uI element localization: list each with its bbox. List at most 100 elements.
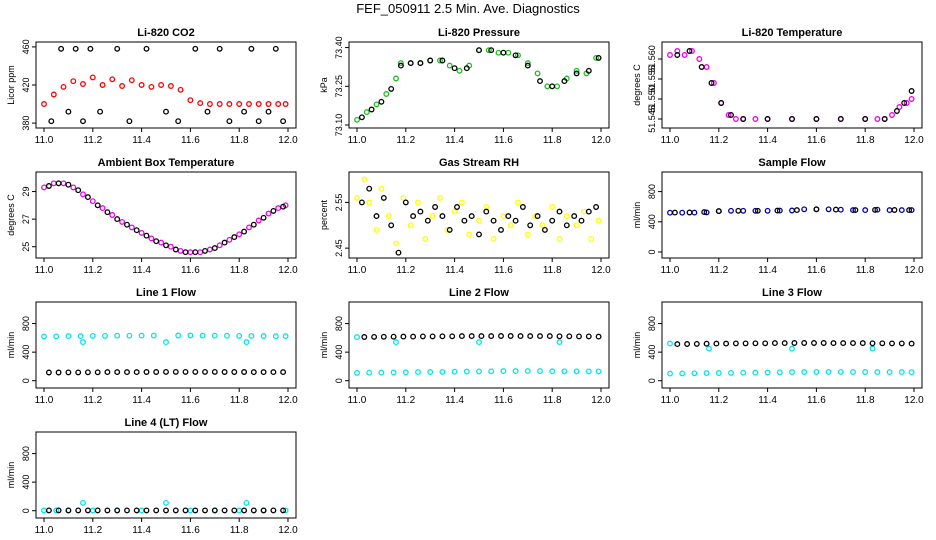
gas-stream-rh-point xyxy=(527,222,534,229)
line-4-lt-flow-x-tick-label: 11.4 xyxy=(132,525,151,536)
ambient-box-temperature-point xyxy=(236,231,243,238)
line-2-flow-point xyxy=(549,368,556,375)
gas-stream-rh-point xyxy=(354,194,360,201)
line-2-flow-point xyxy=(402,369,409,376)
line-3-flow-point xyxy=(869,340,876,347)
sample-flow-point xyxy=(906,207,913,214)
line-3-flow-point xyxy=(889,340,895,347)
li-820-temperature-point xyxy=(725,112,732,118)
line-3-flow-point xyxy=(740,369,747,376)
line-1-flow-x-tick-label: 11.8 xyxy=(230,395,249,406)
ambient-box-temperature-point xyxy=(158,239,165,246)
line-4-lt-flow-point xyxy=(280,507,287,514)
line-3-flow-point xyxy=(830,340,837,347)
line-1-flow-point xyxy=(182,368,189,375)
li-820-temperature-point xyxy=(708,80,715,86)
line-1-flow-point xyxy=(270,369,277,376)
line-4-lt-flow-point xyxy=(241,507,248,514)
gas-stream-rh-point xyxy=(429,213,436,220)
ambient-box-temperature-point xyxy=(99,205,106,212)
li-820-pressure-point xyxy=(544,83,551,90)
line-4-lt-flow-point xyxy=(45,507,52,514)
line-2-flow-y-tick-label: 400 xyxy=(334,345,344,360)
gas-stream-rh-point xyxy=(373,226,380,233)
li-820-co2-point xyxy=(192,45,199,52)
line-1-flow-point xyxy=(80,339,86,346)
line-4-lt-flow-point xyxy=(41,507,47,514)
li-820-pressure-point xyxy=(595,54,602,61)
sample-flow-point xyxy=(813,206,820,213)
gas-stream-rh-point xyxy=(402,199,409,206)
line-1-flow-point xyxy=(163,368,169,375)
li-820-co2-y-tick-label: 380 xyxy=(21,116,31,131)
line-4-lt-flow-point xyxy=(89,507,96,514)
li-820-temperature-point xyxy=(732,116,739,122)
li-820-pressure-point xyxy=(383,91,390,97)
line-2-flow-title: Line 2 Flow xyxy=(449,287,509,299)
line-3-flow-point xyxy=(752,340,759,347)
li-820-temperature-point xyxy=(813,116,820,122)
gas-stream-rh-point xyxy=(439,213,446,220)
li-820-temperature-x-tick-label: 12.0 xyxy=(904,135,924,146)
line-2-flow-point xyxy=(400,333,407,340)
li-820-co2-y-tick-label: 420 xyxy=(21,77,31,92)
gas-stream-rh-point xyxy=(593,204,600,210)
ambient-box-temperature-point xyxy=(280,203,287,210)
line-4-lt-flow-point xyxy=(192,507,199,514)
gas-stream-rh-title: Gas Stream RH xyxy=(439,157,519,169)
li-820-co2-panel: Li-820 CO2 11.0 11.2 11.4 11.6 11.8 12.0 380 420… xyxy=(6,27,298,146)
li-820-pressure-frame xyxy=(348,41,610,129)
line-2-flow-point xyxy=(429,333,436,340)
li-820-co2-point xyxy=(248,45,255,52)
gas-stream-rh-point xyxy=(563,213,570,220)
gas-stream-rh-point xyxy=(549,204,556,210)
line-4-lt-flow-point xyxy=(221,507,228,514)
li-820-pressure-point xyxy=(368,106,375,113)
gas-stream-rh-x-tick-label: 11.0 xyxy=(348,265,367,276)
sample-flow-point xyxy=(703,209,710,216)
line-1-flow-point xyxy=(138,332,145,339)
line-3-flow-point xyxy=(837,368,844,375)
sample-flow-point xyxy=(874,206,881,213)
gas-stream-rh-x-tick-label: 11.2 xyxy=(396,265,415,276)
line-4-lt-flow-y-tick-label: 800 xyxy=(21,446,31,461)
line-4-lt-flow-point xyxy=(211,507,218,514)
line-2-flow-point xyxy=(585,368,592,375)
li-820-pressure-point xyxy=(439,57,446,64)
gas-stream-rh-point xyxy=(373,213,380,220)
line-2-flow-point xyxy=(371,333,378,340)
line-2-flow-point xyxy=(458,333,465,340)
line-3-flow-point xyxy=(908,369,915,376)
li-820-pressure-point xyxy=(593,54,600,61)
line-4-lt-flow-x-tick-label: 11.6 xyxy=(181,525,200,536)
ambient-box-temperature-point xyxy=(124,221,130,228)
gas-stream-rh-point xyxy=(361,176,368,183)
sample-flow-y-label: ml/min xyxy=(632,202,642,229)
li-820-co2-point xyxy=(148,83,155,90)
li-820-co2-point xyxy=(265,101,272,107)
li-820-temperature-y-tick-label: 51.555 xyxy=(647,65,657,93)
line-2-flow-frame xyxy=(348,301,610,389)
li-820-pressure-point xyxy=(373,101,380,108)
line-4-lt-flow-point xyxy=(138,507,145,514)
gas-stream-rh-point xyxy=(571,213,578,220)
li-820-co2-point xyxy=(265,108,272,115)
line-4-lt-flow-point xyxy=(84,507,91,514)
ambient-box-temperature-x-tick-label: 11.4 xyxy=(132,265,151,276)
line-2-flow-panel: Line 2 Flow 11.0 11.2 11.4 11.6 11.8 12.0 0 400 8… xyxy=(319,287,611,406)
line-4-lt-flow-x-tick-label: 11.2 xyxy=(83,525,102,536)
line-4-lt-flow-point xyxy=(65,507,72,514)
ambient-box-temperature-point xyxy=(265,210,272,217)
li-820-pressure-point xyxy=(417,60,424,67)
li-820-co2-point xyxy=(280,118,287,125)
line-2-flow-x-tick-label: 12.0 xyxy=(591,395,611,406)
sample-flow-point xyxy=(852,207,859,214)
ambient-box-temperature-point xyxy=(260,214,267,221)
gas-stream-rh-point xyxy=(446,226,453,233)
li-820-temperature-point xyxy=(862,116,869,122)
li-820-co2-x-tick-label: 11.4 xyxy=(132,135,151,146)
line-2-flow-point xyxy=(451,368,458,375)
li-820-co2-point xyxy=(177,86,184,93)
sample-flow-point xyxy=(832,206,839,213)
